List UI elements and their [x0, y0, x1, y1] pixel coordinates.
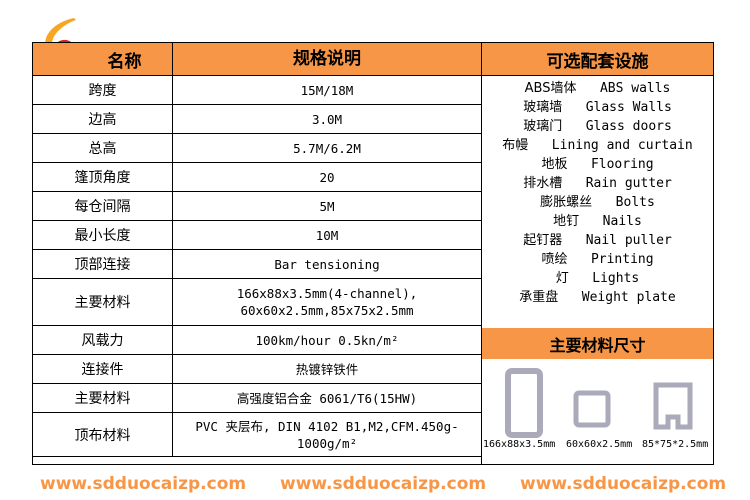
row-value: 高强度铝合金 6061/T6(15HW): [236, 390, 418, 406]
watermark: www.sdduocaizp.com: [280, 474, 487, 494]
options-header: 可选配套设施: [482, 43, 713, 76]
profile-60x60-image: [573, 390, 611, 428]
row-label: 连接件: [33, 355, 173, 383]
materials-images: 166x88x3.5mm 60x60x2.5mm 85*75*2.5mm: [482, 359, 713, 464]
row-value: 15M/18M: [300, 82, 354, 98]
table-header: 名称 规格说明: [33, 43, 481, 76]
option-cn: 灯: [555, 271, 569, 286]
spec-table: 名称 规格说明跨度 15M/18M 边高 3.0M 总高 5.7M/6.2M 篷顶角度 20 每仓…: [32, 42, 714, 465]
option-en: Nail puller: [585, 233, 672, 248]
row-label: 最小长度: [33, 221, 173, 249]
option-cn: 喷绘: [541, 252, 568, 267]
option-cn: 玻璃门: [523, 119, 563, 134]
profile-85x75-image: [653, 382, 693, 430]
row-value: 5.7M/6.2M: [293, 140, 361, 156]
option-en: Glass Walls: [585, 100, 672, 115]
table-row: 连接件 热镀锌铁件: [33, 355, 481, 384]
row-label: 主要材料: [33, 384, 173, 412]
option-item: 地钉 Nails: [482, 212, 713, 231]
option-item: 喷绘 Printing: [482, 250, 713, 269]
material-caption: 166x88x3.5mm: [483, 439, 556, 450]
option-cn: 起钉器: [523, 233, 563, 248]
table-row: 主要材料 高强度铝合金 6061/T6(15HW): [33, 384, 481, 413]
material-caption: 60x60x2.5mm: [566, 439, 633, 450]
row-label: 篷顶角度: [33, 163, 173, 191]
row-label: 边高: [33, 105, 173, 133]
row-value: 规格说明: [293, 48, 361, 69]
row-label: 总高: [33, 134, 173, 162]
row-label: 顶布材料: [33, 413, 173, 456]
row-label: 顶部连接: [33, 250, 173, 278]
option-en: Weight plate: [581, 290, 676, 305]
option-item: 膨胀螺丝 Bolts: [482, 193, 713, 212]
option-cn: 膨胀螺丝: [540, 195, 593, 210]
row-value: Bar tensioning: [274, 256, 380, 272]
watermark: www.sdduocaizp.com: [520, 474, 727, 494]
table-row: 顶布材料 PVC 夹层布, DIN 4102 B1,M2,CFM.450g-100…: [33, 413, 481, 457]
option-item: 玻璃门 Glass doors: [482, 117, 713, 136]
row-label: 名称: [33, 43, 173, 75]
option-item: 排水槽 Rain gutter: [482, 174, 713, 193]
table-row: 总高 5.7M/6.2M: [33, 134, 481, 163]
option-cn: 布幔: [502, 138, 529, 153]
option-cn: 玻璃墙: [523, 100, 563, 115]
row-value: 100km/hour 0.5kn/m²: [255, 332, 399, 348]
row-value: 166x88x3.5mm(4-channel), 60x60x2.5mm,85x…: [236, 286, 418, 318]
watermark: www.sdduocaizp.com: [40, 474, 247, 494]
row-label: 跨度: [33, 76, 173, 104]
row-value: 5M: [319, 198, 335, 214]
option-en: Nails: [602, 214, 642, 229]
option-cn: 地钉: [553, 214, 580, 229]
option-en: Glass doors: [585, 119, 672, 134]
option-en: Lining and curtain: [551, 138, 693, 153]
option-en: Rain gutter: [585, 176, 672, 191]
row-label: 主要材料: [33, 279, 173, 325]
row-value: PVC 夹层布, DIN 4102 B1,M2,CFM.450g-1000g/m…: [195, 418, 459, 451]
row-label: 每仓间隔: [33, 192, 173, 220]
table-row: 主要材料 166x88x3.5mm(4-channel), 60x60x2.5mm…: [33, 279, 481, 326]
option-en: Lights: [592, 271, 640, 286]
table-row: 每仓间隔 5M: [33, 192, 481, 221]
option-cn: ABS墙体: [524, 81, 577, 96]
material-caption: 85*75*2.5mm: [642, 439, 709, 450]
option-item: 布幔 Lining and curtain: [482, 136, 713, 155]
row-value: 热镀锌铁件: [295, 361, 359, 377]
row-value: 20: [319, 169, 335, 185]
table-row: 篷顶角度 20: [33, 163, 481, 192]
option-en: Bolts: [615, 195, 655, 210]
option-en: Flooring: [590, 157, 654, 172]
option-cn: 排水槽: [523, 176, 563, 191]
option-cn: 地板: [541, 157, 568, 172]
table-row: 边高 3.0M: [33, 105, 481, 134]
table-row: 风载力 100km/hour 0.5kn/m²: [33, 326, 481, 355]
option-item: 起钉器 Nail puller: [482, 231, 713, 250]
option-item: 灯 Lights: [482, 269, 713, 288]
row-value: 10M: [315, 227, 339, 243]
options-column: 可选配套设施 ABS墙体 ABS walls 玻璃墙 Glass Walls 玻璃门…: [481, 43, 713, 464]
table-row: 最小长度 10M: [33, 221, 481, 250]
option-en: Printing: [590, 252, 654, 267]
option-cn: 承重盘: [519, 290, 559, 305]
materials-header: 主要材料尺寸: [482, 328, 713, 359]
profile-166x88-image: [505, 368, 543, 438]
row-value: 3.0M: [311, 111, 343, 127]
option-item: ABS墙体 ABS walls: [482, 79, 713, 98]
option-en: ABS walls: [599, 81, 671, 96]
option-item: 地板 Flooring: [482, 155, 713, 174]
option-item: 承重盘 Weight plate: [482, 288, 713, 307]
table-row: 顶部连接 Bar tensioning: [33, 250, 481, 279]
table-row: 跨度 15M/18M: [33, 76, 481, 105]
option-item: 玻璃墙 Glass Walls: [482, 98, 713, 117]
row-label: 风载力: [33, 326, 173, 354]
